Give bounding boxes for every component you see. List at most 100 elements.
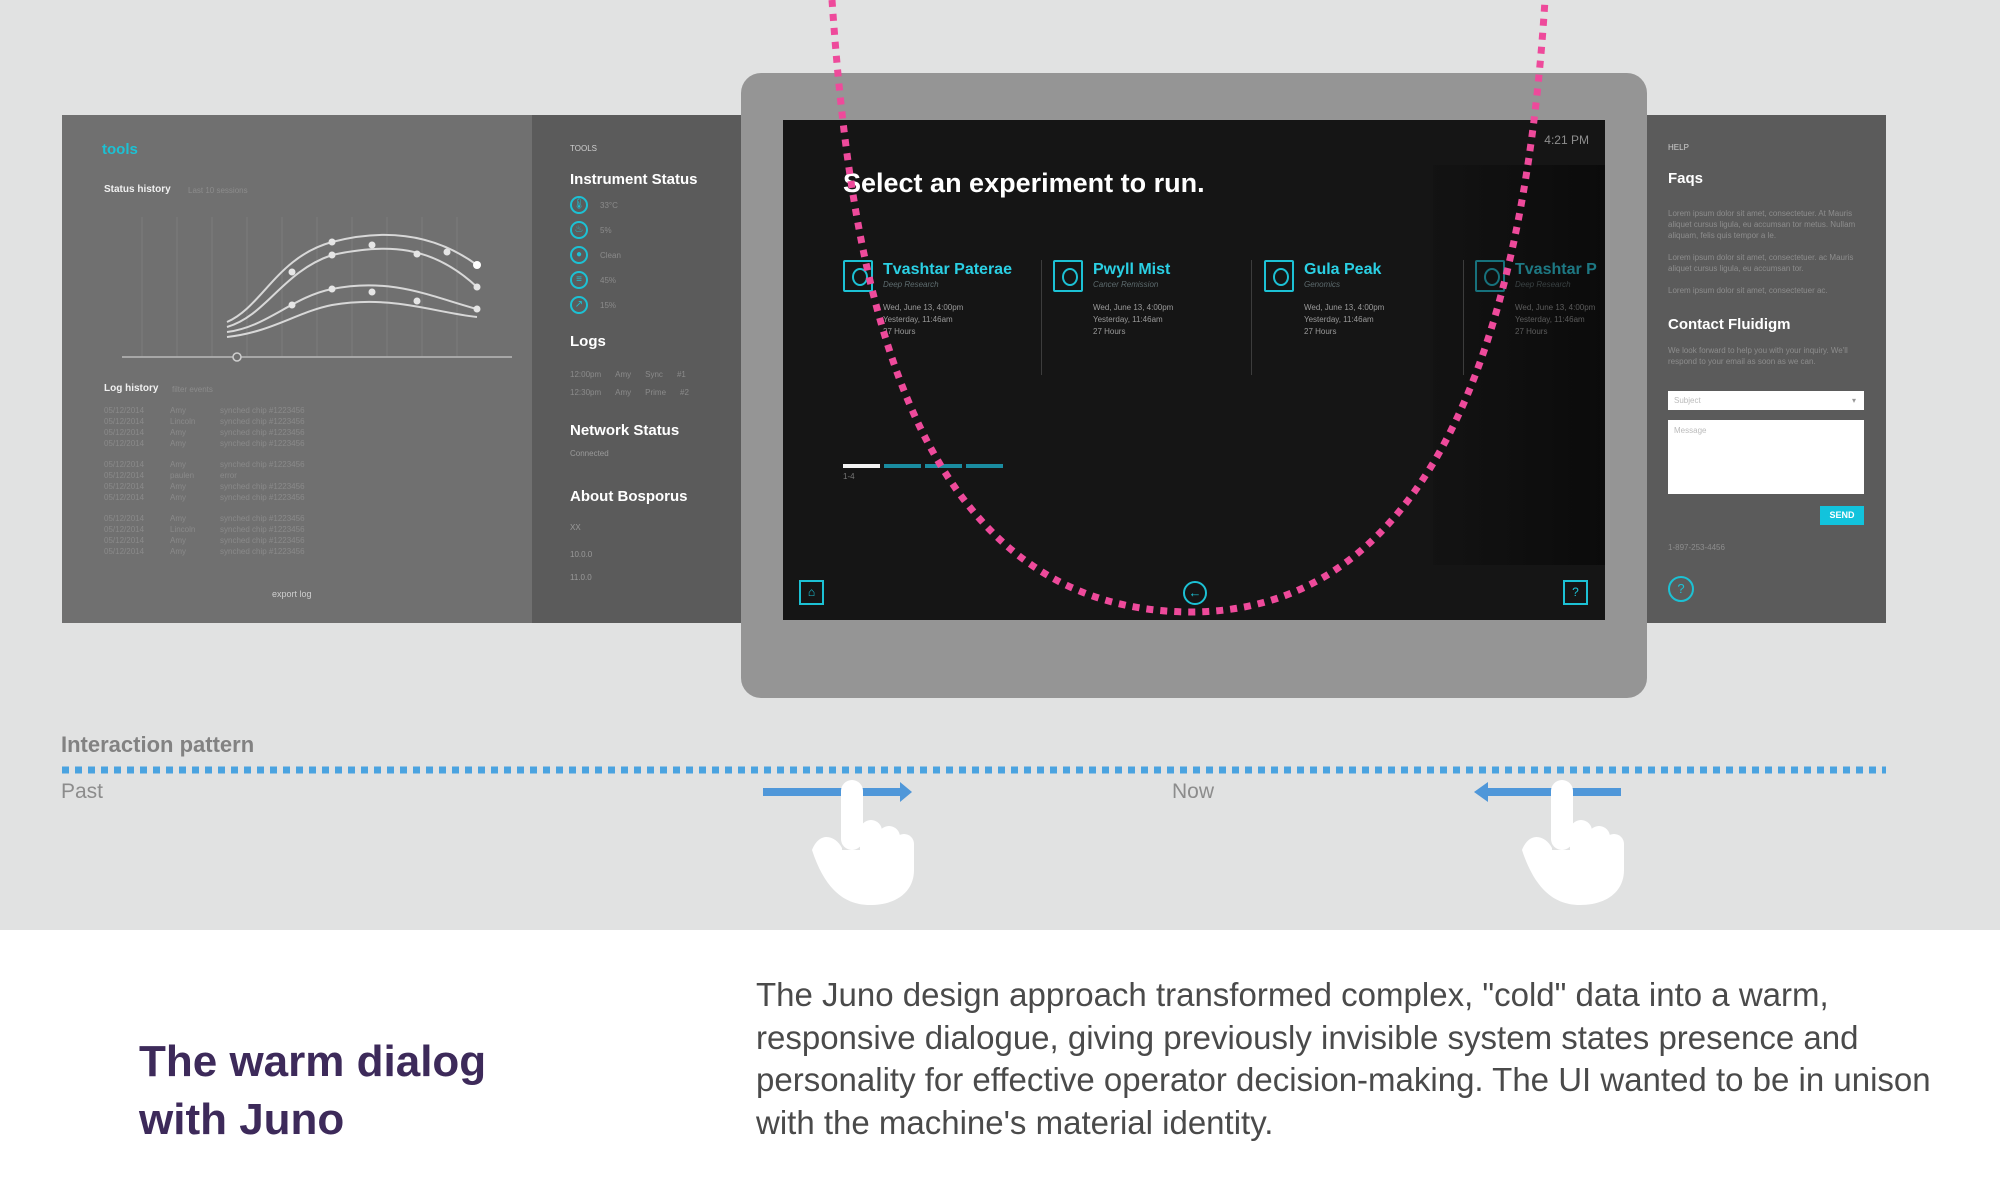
help-panel: HELP Faqs Lorem ipsum dolor sit amet, co… (1640, 115, 1886, 623)
log-row: 05/12/2014 Amy synched chip #1223456 (104, 481, 364, 492)
status-value: 33°C (600, 201, 618, 210)
help-section-tag: HELP (1668, 143, 1689, 152)
log-history-sub: filter events (172, 385, 213, 394)
meta-line: Wed, June 13, 4:00pm (1304, 303, 1385, 312)
status-value: 15% (600, 301, 617, 310)
log-cell: error (220, 471, 237, 480)
log-cell: Amy (615, 370, 632, 379)
log-cell: paulen (170, 471, 195, 480)
log-row: 05/12/2014 Amy synched chip #1223456 (104, 546, 364, 557)
export-log-link[interactable]: export log (272, 589, 312, 599)
experiment-card[interactable]: Tvashtar P Deep Research Wed, June 13, 4… (1475, 260, 1605, 380)
screen-title: Select an experiment to run. (843, 168, 1205, 198)
message-textarea[interactable]: Message (1668, 420, 1864, 494)
subject-select[interactable]: Subject ▾ (1668, 391, 1864, 410)
meta-line: Yesterday, 11:46am (1515, 315, 1585, 324)
tools-brand: tools (102, 141, 138, 158)
instrument-panel: TOOLS Instrument Status 🌡 33°C ♨ 5% ● Clean ≡ 4… (532, 115, 772, 623)
experiment-icon (843, 260, 873, 292)
log-cell: 05/12/2014 (104, 439, 145, 448)
about-line: XX (570, 523, 581, 532)
tools-panel: tools Status history Last 10 sessions (62, 115, 532, 623)
pager-dash[interactable] (843, 464, 880, 468)
experiment-card[interactable]: Pwyll Mist Cancer Remission Wed, June 13… (1053, 260, 1258, 380)
log-cell: 05/12/2014 (104, 482, 145, 491)
log-cell: synched chip #1223456 (220, 525, 305, 534)
help-circle-icon[interactable]: ? (1668, 576, 1694, 602)
log-row: 05/12/2014 Lincoln synched chip #1223456 (104, 524, 364, 535)
pager-label: 1-4 (843, 472, 855, 481)
chevron-down-icon: ▾ (1851, 396, 1856, 405)
log-cell: Amy (615, 388, 632, 397)
meta-line: Wed, June 13, 4:00pm (1093, 303, 1174, 312)
experiment-icon (1475, 260, 1505, 292)
log-cell: 05/12/2014 (104, 514, 145, 523)
contact-heading: Contact Fluidigm (1668, 316, 1791, 333)
log-cell: Amy (170, 547, 186, 556)
experiment-card[interactable]: Tvashtar Paterae Deep Research Wed, June… (843, 260, 1048, 380)
log-row: 05/12/2014 paulen error (104, 470, 364, 481)
log-cell: synched chip #1223456 (220, 482, 305, 491)
help-icon[interactable]: ? (1563, 580, 1588, 605)
meta-line: Yesterday, 11:46am (1093, 315, 1163, 324)
send-button[interactable]: SEND (1820, 506, 1864, 525)
meta-line: Yesterday, 11:46am (883, 315, 953, 324)
pager-dash[interactable] (966, 464, 1003, 468)
tools-section-tag: TOOLS (570, 144, 597, 153)
experiment-name: Gula Peak (1304, 261, 1382, 278)
log-cell: #2 (680, 388, 689, 397)
experiment-name: Tvashtar P (1515, 261, 1597, 278)
timeline-past-label: Past (61, 780, 104, 803)
log-cell: 05/12/2014 (104, 406, 145, 415)
carousel-pager[interactable] (843, 464, 1003, 468)
pager-dash[interactable] (884, 464, 921, 468)
recent-log-row: 12:30pm Amy Prime #2 (570, 388, 689, 397)
card-divider (1041, 260, 1042, 375)
experiment-meta: Wed, June 13, 4:00pm Yesterday, 11:46am … (1515, 302, 1595, 338)
log-cell: 05/12/2014 (104, 525, 145, 534)
experiment-meta: Wed, June 13, 4:00pm Yesterday, 11:46am … (1304, 302, 1384, 338)
log-cell: Amy (170, 514, 186, 523)
log-cell: Sync (645, 370, 663, 379)
meta-line: Wed, June 13, 4:00pm (883, 303, 964, 312)
log-row: 05/12/2014 Amy synched chip #1223456 (104, 405, 364, 416)
pager-dash[interactable] (925, 464, 962, 468)
logs-heading: Logs (570, 333, 606, 350)
log-cell: Amy (170, 482, 186, 491)
log-cell: synched chip #1223456 (220, 406, 305, 415)
swipe-left-arrow (1474, 782, 1621, 802)
meta-line: 27 Hours (1515, 327, 1548, 336)
instrument-status-heading: Instrument Status (570, 171, 698, 188)
log-cell: 05/12/2014 (104, 428, 145, 437)
log-cell: Lincoln (170, 417, 196, 426)
network-status-heading: Network Status (570, 422, 680, 439)
experiment-icon (1053, 260, 1083, 292)
contact-paragraph: We look forward to help you with your in… (1668, 346, 1848, 366)
experiment-category: Genomics (1304, 280, 1341, 289)
faq-paragraph: Lorem ipsum dolor sit amet, consectetuer… (1668, 209, 1856, 240)
experiment-card[interactable]: Gula Peak Genomics Wed, June 13, 4:00pm … (1264, 260, 1469, 380)
log-row: 05/12/2014 Amy synched chip #1223456 (104, 459, 364, 470)
back-arrow-icon[interactable]: ← (1183, 581, 1207, 605)
pointing-hand-icon (812, 780, 914, 905)
card-divider (1251, 260, 1252, 375)
caption-body: The Juno design approach transformed com… (756, 976, 1931, 1141)
log-row: 05/12/2014 Amy synched chip #1223456 (104, 513, 364, 524)
flame-icon: ♨ (570, 221, 588, 239)
faqs-heading: Faqs (1668, 170, 1704, 187)
home-icon[interactable]: ⌂ (799, 580, 824, 605)
log-cell: Prime (645, 388, 667, 397)
log-cell: synched chip #1223456 (220, 460, 305, 469)
about-heading: About Bosporus (570, 488, 688, 505)
log-row: 05/12/2014 Amy synched chip #1223456 (104, 492, 364, 503)
log-cell: synched chip #1223456 (220, 439, 305, 448)
faq-paragraph: Lorem ipsum dolor sit amet, consectetuer… (1668, 286, 1828, 295)
filter-icon: ≡ (570, 271, 588, 289)
presentation-stage: tools Status history Last 10 sessions (0, 0, 2000, 930)
log-row: 05/12/2014 Amy synched chip #1223456 (104, 438, 364, 449)
log-history-label: Log history (104, 383, 159, 394)
status-value: 5% (600, 226, 612, 235)
log-row: 05/12/2014 Lincoln synched chip #1223456 (104, 416, 364, 427)
log-cell: 12:30pm (570, 388, 602, 397)
gauge-icon: ↗ (570, 296, 588, 314)
